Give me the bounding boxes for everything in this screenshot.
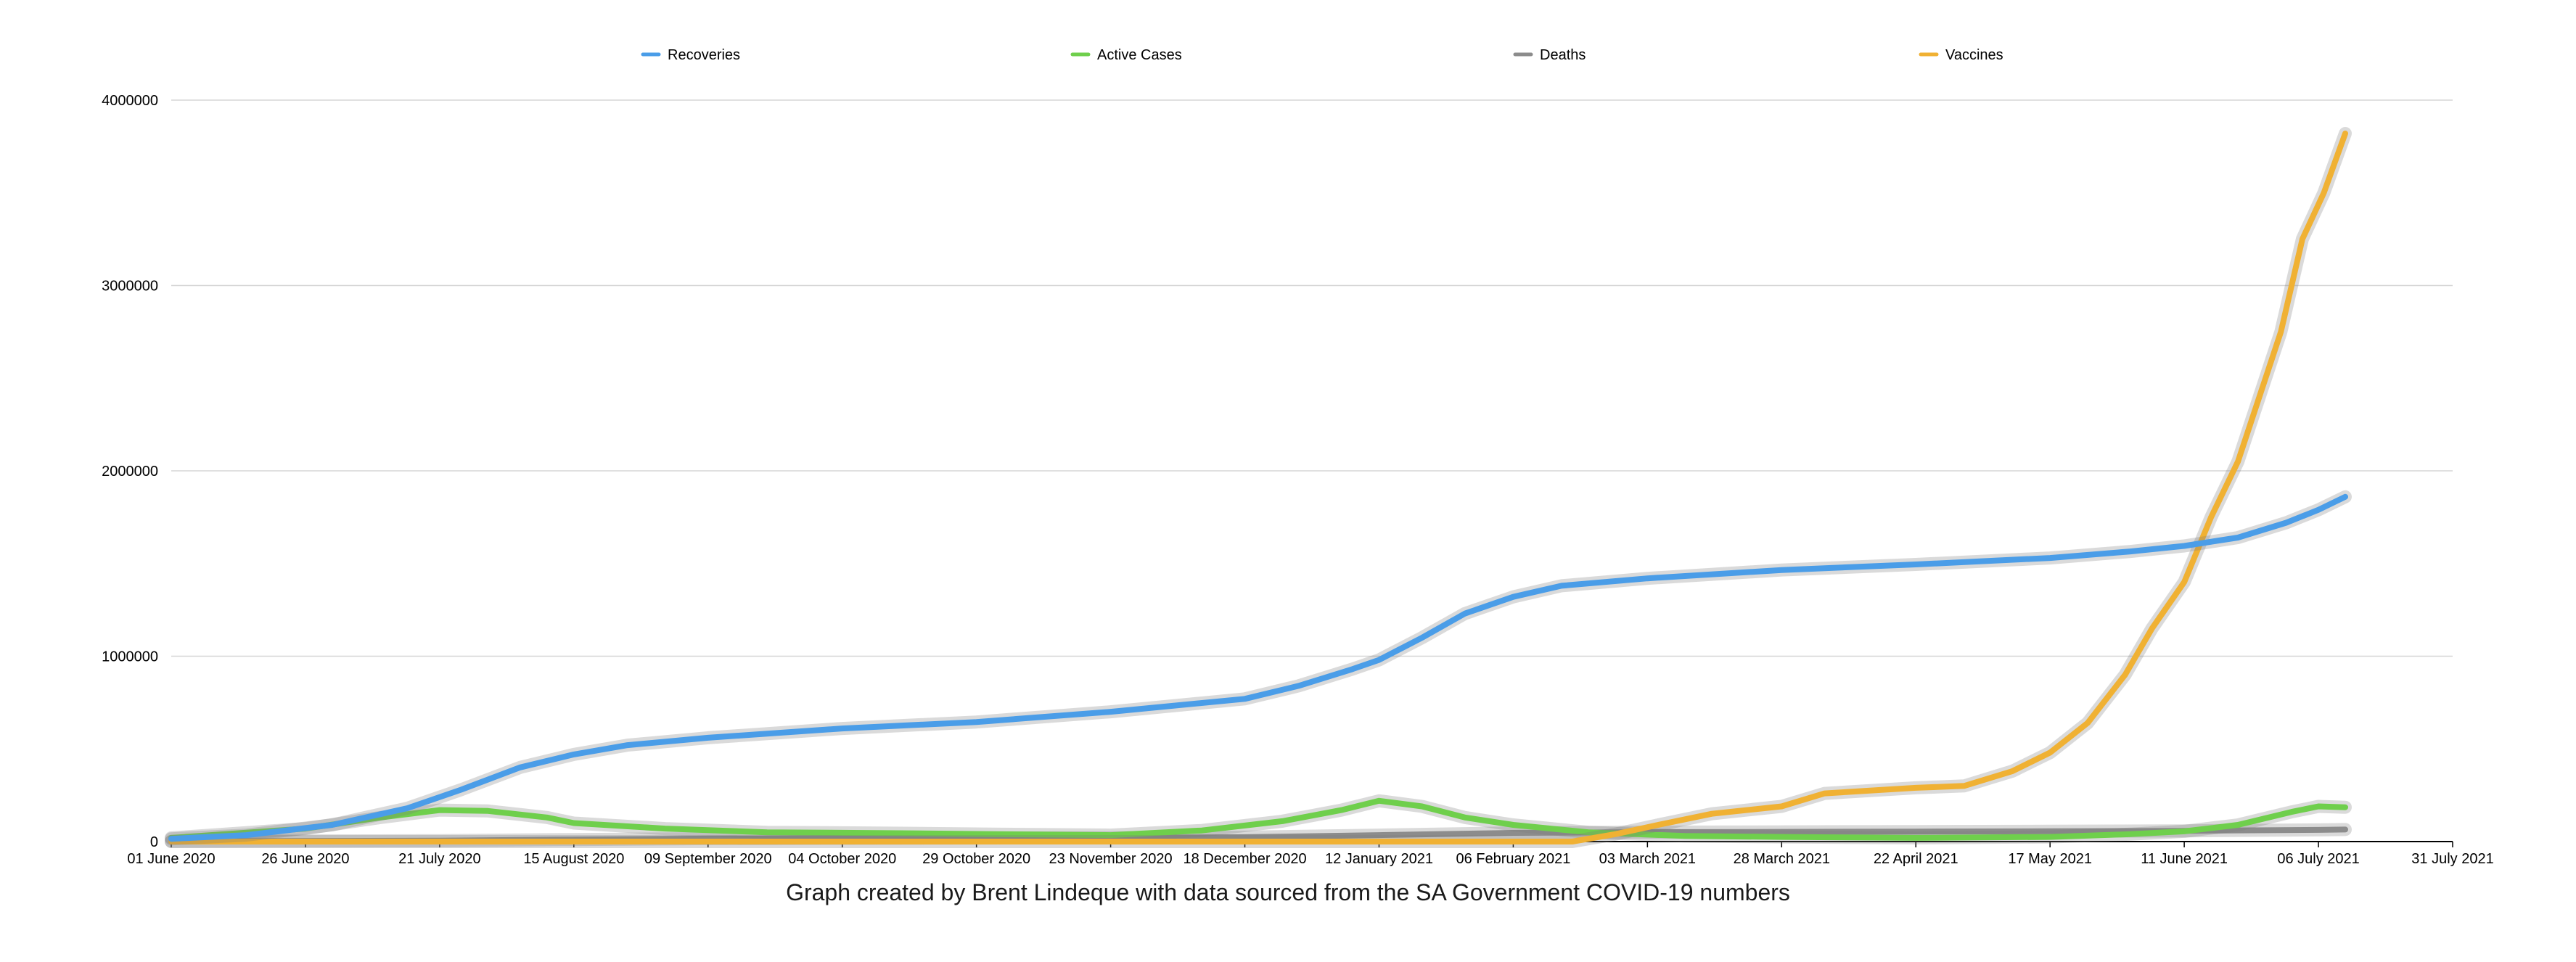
series-shadow-recoveries xyxy=(165,490,2352,846)
x-tick-label: 09 September 2020 xyxy=(644,851,772,867)
x-tick-label: 31 July 2021 xyxy=(2411,851,2493,867)
x-tick-label: 03 March 2021 xyxy=(1599,851,1696,867)
x-tick-label: 15 August 2020 xyxy=(523,851,624,867)
x-tick-label: 29 October 2020 xyxy=(922,851,1030,867)
grid-lines xyxy=(171,99,2453,657)
chart-caption: Graph created by Brent Lindeque with dat… xyxy=(786,879,1790,905)
x-tick-label: 01 June 2020 xyxy=(127,851,215,867)
series-line-recoveries xyxy=(168,493,2348,842)
legend-label-active-cases: Active Cases xyxy=(1097,47,1182,63)
x-tick-label: 18 December 2020 xyxy=(1183,851,1306,867)
legend-label-vaccines: Vaccines xyxy=(1945,47,2003,63)
legend-label-deaths: Deaths xyxy=(1540,47,1586,63)
x-tick-label: 22 April 2021 xyxy=(1874,851,1958,867)
y-tick-label: 1000000 xyxy=(102,649,158,665)
legend: Recoveries Active Cases Deaths Vaccines xyxy=(641,47,2003,63)
series-shadow-vaccines xyxy=(165,127,2352,848)
x-tick-label: 11 June 2021 xyxy=(2141,851,2228,867)
x-tick-label: 23 November 2020 xyxy=(1049,851,1173,867)
series-lines xyxy=(165,127,2352,848)
x-tick-label: 06 February 2021 xyxy=(1456,851,1570,867)
legend-label-recoveries: Recoveries xyxy=(668,47,740,63)
x-tick-label: 21 July 2020 xyxy=(398,851,480,867)
series-line-active-cases xyxy=(168,797,2348,841)
series-line-vaccines xyxy=(168,131,2348,844)
y-tick-label: 2000000 xyxy=(102,464,158,480)
x-tick-label: 26 June 2020 xyxy=(261,851,349,867)
y-axis-ticks: 0 1000000 2000000 3000000 4000000 xyxy=(102,93,158,850)
x-tick-label: 04 October 2020 xyxy=(788,851,896,867)
y-tick-label: 4000000 xyxy=(102,93,158,109)
y-tick-label: 3000000 xyxy=(102,279,158,295)
y-tick-label: 0 xyxy=(150,834,158,850)
x-axis-ticks: 01 June 2020 26 June 2020 21 July 2020 15 A… xyxy=(127,842,2494,867)
x-tick-label: 17 May 2021 xyxy=(2008,851,2092,867)
x-tick-label: 06 July 2021 xyxy=(2277,851,2359,867)
x-tick-label: 28 March 2021 xyxy=(1734,851,1830,867)
x-tick-label: 12 January 2021 xyxy=(1325,851,1433,867)
